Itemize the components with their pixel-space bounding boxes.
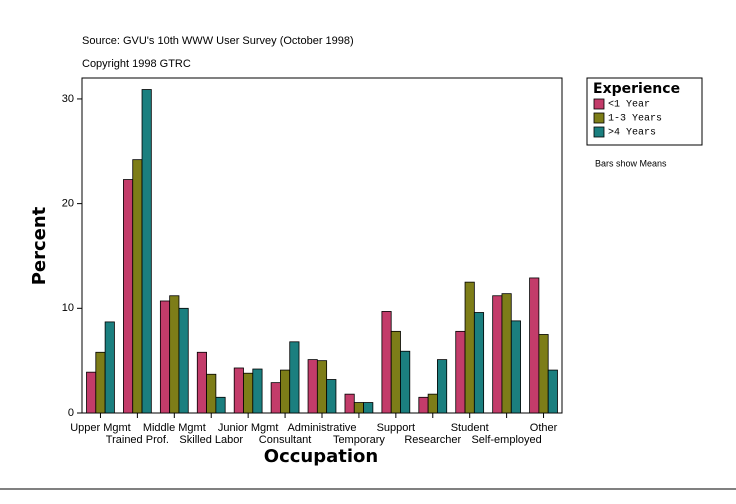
legend-swatch [593,112,605,124]
bar [169,295,180,414]
bar [233,367,244,414]
bar [400,350,411,414]
bar [363,402,374,414]
bar [270,382,281,414]
bar [437,359,448,414]
bar [104,321,115,414]
bar [390,330,401,414]
y-tick-label: 30 [62,93,74,105]
x-tick-label: Middle Mgmt [143,422,206,434]
x-tick-label: Junior Mgmt [218,422,279,434]
x-tick-label: Student [451,422,489,434]
bar [492,295,503,414]
bar [307,359,318,414]
x-tick-label: Support [377,422,416,434]
legend-box [586,77,703,146]
y-tick-label: 0 [68,407,74,419]
x-tick-label: Trained Prof. [106,434,169,446]
bar [353,402,364,414]
legend-label: >4 Years [608,128,656,139]
bar [455,330,466,414]
annotation: Bars show Means [595,158,667,168]
bar [316,360,328,414]
x-tick-label: Self-employed [471,434,541,446]
x-tick-label: Other [530,422,558,434]
chart-title: Source: GVU's 10th WWW User Survey (Octo… [82,35,354,47]
x-tick-label: Researcher [404,434,461,446]
legend-title: Experience [593,81,680,97]
bar [344,393,355,414]
bar [289,341,300,414]
bar [206,373,217,414]
y-axis-label: Percent [29,206,50,285]
y-tick-label: 20 [62,198,74,210]
bar [159,300,171,414]
legend-swatch [593,98,605,110]
bar [326,379,337,414]
bar [280,369,291,414]
bar [427,393,438,414]
x-tick-label: Administrative [287,422,356,434]
bar [243,372,254,414]
bar [464,281,475,414]
bar [529,277,540,414]
legend-swatch [593,126,605,138]
x-tick-label: Skilled Labor [179,434,243,446]
bar [215,396,226,414]
bar [381,311,392,414]
legend-label: 1-3 Years [608,114,662,125]
x-tick-label: Consultant [259,434,312,446]
legend-label: <1 Year [608,100,650,111]
bar [123,179,134,414]
bar [86,371,97,414]
y-tick-label: 10 [62,302,74,314]
bar [95,351,106,414]
bar [252,368,263,414]
bar [501,293,512,414]
bar [473,312,485,414]
x-tick-label: Temporary [333,434,385,446]
bar [132,159,143,414]
bar [547,369,558,414]
bar [141,89,152,414]
bar [418,396,429,414]
bar [538,334,549,414]
bar [510,320,521,414]
x-tick-label: Upper Mgmt [70,422,131,434]
bar [196,351,207,414]
bar [178,307,189,414]
x-axis-label: Occupation [264,446,378,467]
chart-subtitle: Copyright 1998 GTRC [82,58,191,70]
